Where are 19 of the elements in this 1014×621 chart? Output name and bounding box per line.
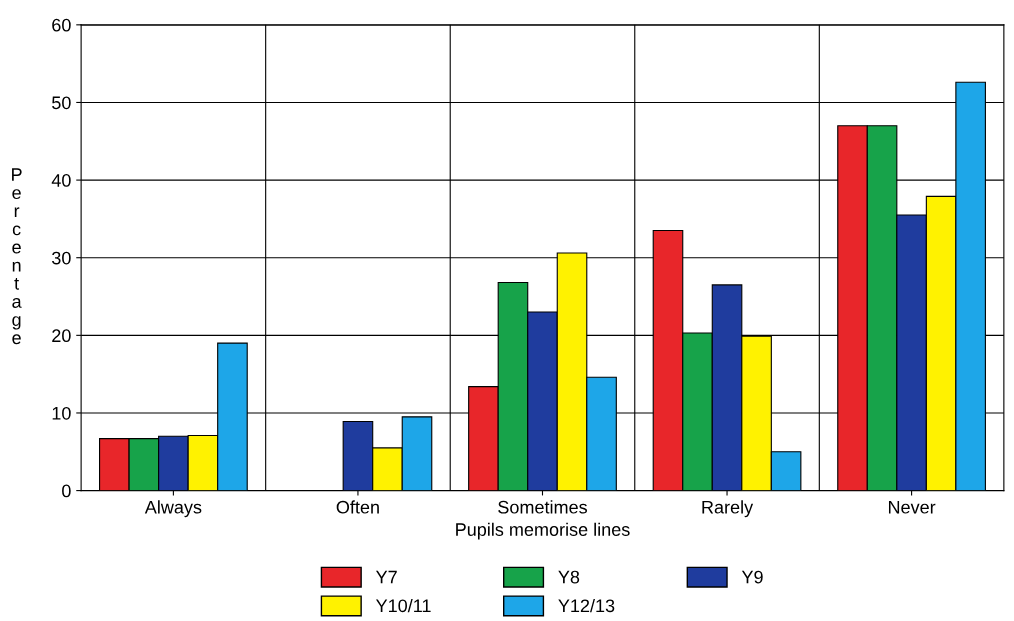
legend-label: Y8 bbox=[558, 570, 580, 584]
x-tick-label: Often bbox=[336, 500, 379, 514]
legend-label: Y7 bbox=[375, 570, 397, 584]
legend-label: Y12/13 bbox=[558, 598, 615, 613]
legend-label: Y9 bbox=[741, 570, 763, 584]
y-tick-label: 20 bbox=[52, 329, 71, 343]
y-tick-label: 0 bbox=[62, 484, 71, 498]
legend-label: Y10/11 bbox=[375, 598, 431, 613]
x-axis-title: Pupils memorise lines bbox=[456, 522, 630, 540]
text: Percentage bbox=[12, 168, 22, 345]
y-tick-label: 40 bbox=[51, 174, 71, 187]
x-tick-label: Never bbox=[888, 500, 936, 514]
x-tick-label: Always bbox=[144, 500, 202, 518]
x-tick-label: Sometimes bbox=[498, 500, 587, 514]
y-tick-label: 10 bbox=[52, 406, 71, 420]
y-tick-label: 30 bbox=[52, 251, 71, 265]
y-tick-label: 50 bbox=[52, 96, 71, 110]
x-tick-label: Rarely bbox=[702, 500, 754, 518]
y-tick-label: 60 bbox=[52, 18, 71, 32]
